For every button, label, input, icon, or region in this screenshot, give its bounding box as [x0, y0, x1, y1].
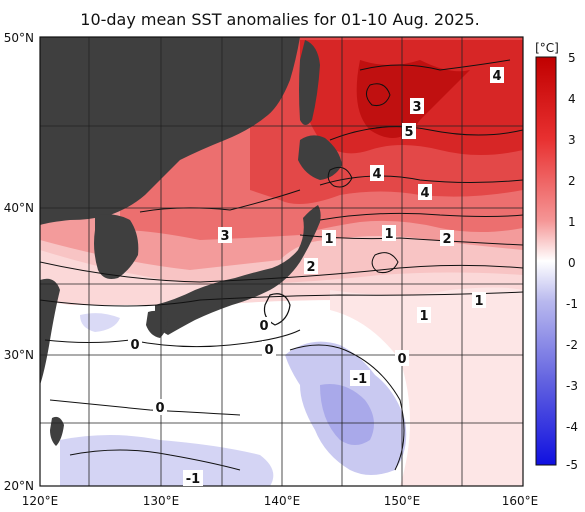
- lon-tick-label: 140°E: [264, 494, 301, 508]
- colorbar-tick: -5: [566, 458, 578, 472]
- land-sakhalin: [299, 40, 320, 125]
- contour-label: 1: [324, 232, 333, 247]
- contour-label: 3: [412, 100, 421, 115]
- colorbar-tick: -1: [566, 297, 578, 311]
- contour-label: -1: [186, 472, 200, 487]
- colorbar-tick: 4: [568, 92, 576, 106]
- colorbar: [°C] 5 4 3 2 1 0 -1 -2 -3 -4 -5: [535, 41, 578, 472]
- colorbar-tick: 2: [568, 174, 576, 188]
- lat-tick-label: 30°N: [4, 348, 34, 362]
- contour-label: 1: [419, 309, 428, 324]
- contour-line-j: [49, 399, 241, 416]
- lon-tick-label: 150°E: [384, 494, 421, 508]
- lat-tick-label: 50°N: [4, 31, 34, 45]
- contour-label: 2: [306, 260, 315, 275]
- contour-label: 4: [420, 186, 429, 201]
- contour-label: 4: [492, 69, 501, 84]
- contour-label: 1: [474, 294, 483, 309]
- contour-label: -1: [353, 372, 367, 387]
- colorbar-tick: 1: [568, 215, 576, 229]
- contour-label: 2: [442, 232, 451, 247]
- contour-line-f: [319, 175, 523, 186]
- colorbar-tick: 0: [568, 256, 576, 270]
- lon-tick-label: 160°E: [502, 494, 539, 508]
- land-taiwan: [50, 416, 64, 446]
- lon-tick-label: 120°E: [22, 494, 59, 508]
- contour-labels: 4 3 5 4 4 3 1 1 2 2 1 1 0 0 0 0 0 -1 -1: [128, 67, 504, 487]
- colorbar-tick: 3: [568, 133, 576, 147]
- contour-line-g: [329, 126, 523, 141]
- contour-label: 0: [397, 352, 406, 367]
- contour-line-k: [289, 344, 405, 471]
- contour-line-l: [263, 293, 291, 326]
- cold-patch-south: [60, 435, 274, 486]
- colorbar-tick: 5: [568, 51, 576, 65]
- anomaly-band-9: [330, 287, 523, 486]
- map-frame: [39, 36, 524, 487]
- colorbar-tick: -3: [566, 379, 578, 393]
- land-asia: [40, 37, 300, 225]
- land-kyushu: [146, 310, 168, 338]
- contour-label: 5: [404, 125, 413, 140]
- land-china-coast: [40, 278, 60, 385]
- contour-label: 0: [264, 343, 273, 358]
- contour-line-e: [139, 189, 301, 213]
- lon-tick-label: 130°E: [143, 494, 180, 508]
- contour-line-h: [359, 59, 511, 71]
- contour-label: 1: [384, 227, 393, 242]
- map-field: [40, 37, 523, 486]
- contour-label: 0: [130, 338, 139, 353]
- colorbar-gradient: [535, 56, 557, 466]
- colorbar-tick: -2: [566, 338, 578, 352]
- cold-patch-core: [320, 384, 374, 445]
- contour-line-b: [40, 291, 523, 307]
- contour-line-o: [327, 166, 353, 188]
- contour-line-a: [40, 261, 523, 283]
- contour-line-p: [69, 449, 241, 471]
- contour-line-n: [366, 83, 391, 106]
- contour-label: 0: [259, 319, 268, 334]
- contour-line-d: [319, 212, 523, 221]
- colorbar-tick: -4: [566, 420, 578, 434]
- contour-label: 4: [372, 167, 381, 182]
- lon-axis: 120°E 130°E 140°E 150°E 160°E: [22, 494, 539, 508]
- land-korea: [94, 214, 139, 279]
- land-japan-honshu: [155, 205, 321, 335]
- cold-patch-west: [80, 313, 120, 332]
- lat-tick-label: 20°N: [4, 479, 34, 493]
- lat-axis: 50°N 40°N 30°N 20°N: [4, 31, 34, 493]
- contour-label: 3: [220, 229, 229, 244]
- colorbar-unit: [°C]: [535, 41, 559, 55]
- contour-label: 0: [155, 401, 164, 416]
- contour-line-m: [371, 252, 399, 273]
- lat-tick-label: 40°N: [4, 201, 34, 215]
- map-title: 10-day mean SST anomalies for 01-10 Aug.…: [80, 10, 480, 29]
- land-japan-hokkaido: [298, 135, 342, 180]
